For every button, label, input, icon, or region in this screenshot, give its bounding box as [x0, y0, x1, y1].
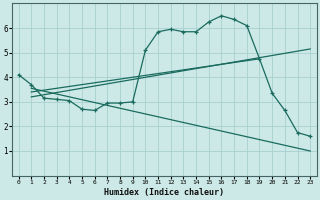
X-axis label: Humidex (Indice chaleur): Humidex (Indice chaleur) — [104, 188, 224, 197]
